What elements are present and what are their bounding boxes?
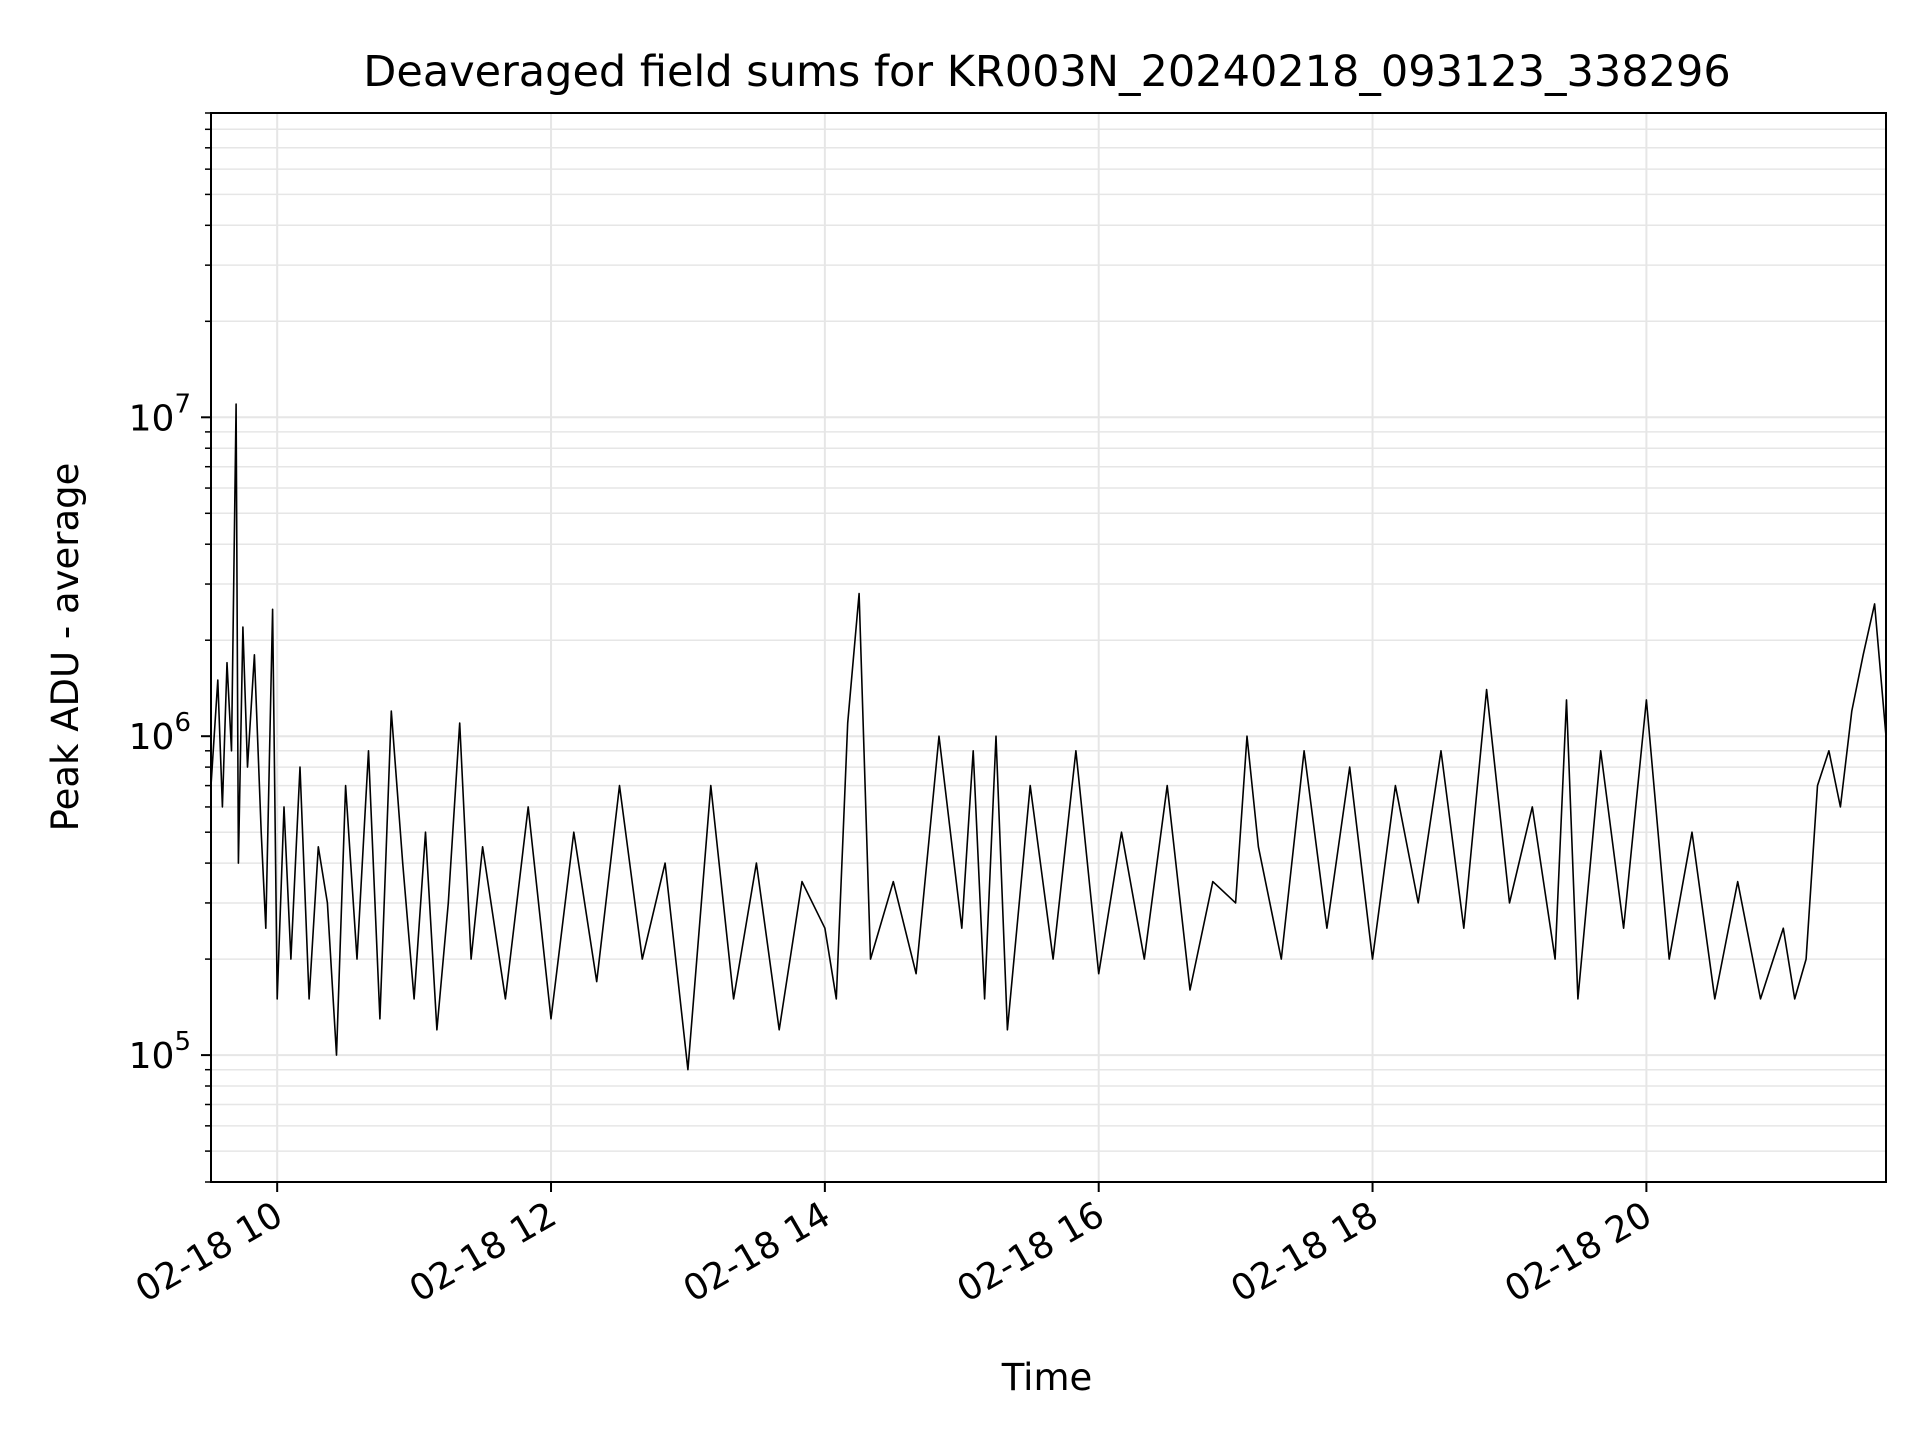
grid (211, 112, 1886, 1183)
y-tick-base: 10 (129, 398, 175, 439)
y-tick-label: 106 (129, 708, 191, 758)
y-tick-base: 10 (129, 1036, 175, 1077)
y-tick-exponent: 7 (174, 389, 191, 419)
y-tick-exponent: 6 (174, 708, 191, 738)
y-tick-label: 105 (129, 1027, 191, 1077)
x-axis-label: Time (1001, 1356, 1093, 1399)
y-axis-label: Peak ADU - average (44, 463, 87, 832)
series-line (210, 403, 1887, 1071)
y-tick-exponent: 5 (174, 1027, 191, 1057)
y-tick-base: 10 (129, 717, 175, 758)
chart-title: Deaveraged field sums for KR003N_2024021… (363, 47, 1730, 97)
plot-frame (210, 112, 1887, 1183)
y-tick-label: 107 (129, 389, 191, 439)
series-group (210, 403, 1887, 1071)
